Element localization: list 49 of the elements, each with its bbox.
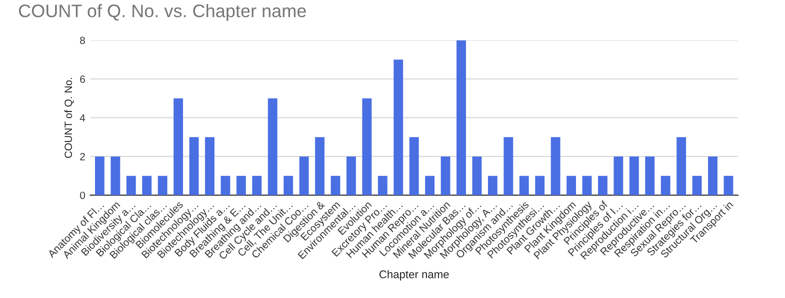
bar — [550, 137, 560, 196]
bar — [676, 137, 686, 196]
bar — [94, 156, 104, 196]
bar — [315, 137, 324, 196]
bar — [488, 176, 498, 196]
bar — [456, 40, 466, 196]
bar — [724, 176, 734, 196]
bar — [708, 156, 718, 196]
bar — [284, 176, 294, 196]
bar — [378, 176, 388, 196]
y-tick-label: 8 — [80, 36, 85, 44]
bar — [205, 137, 214, 196]
bar — [629, 156, 639, 196]
chart-title: COUNT of Q. No. vs. Chapter name — [18, 4, 306, 21]
bar — [394, 60, 404, 196]
bar — [504, 137, 514, 196]
bar — [268, 98, 278, 196]
bar — [582, 176, 592, 196]
bar — [660, 176, 670, 196]
bar — [236, 176, 246, 196]
y-axis-title: COUNT of Q. No. — [64, 78, 74, 158]
bar — [158, 176, 168, 196]
bar — [692, 176, 702, 196]
bar — [126, 176, 136, 196]
y-tick-label: 0 — [80, 192, 86, 200]
bar — [299, 156, 309, 196]
bar — [519, 176, 529, 196]
x-axis-title: Chapter name — [379, 270, 449, 280]
y-tick-label: 2 — [80, 152, 85, 160]
y-tick-label: 4 — [80, 114, 86, 122]
bar — [142, 176, 152, 196]
bar — [409, 137, 419, 196]
bar — [614, 156, 624, 196]
bar — [598, 176, 608, 196]
bar — [330, 176, 340, 196]
bar — [110, 156, 120, 196]
bar — [645, 156, 655, 196]
bar — [566, 176, 576, 196]
bar — [472, 156, 482, 196]
bar — [189, 137, 199, 196]
bar — [220, 176, 230, 196]
bar — [440, 156, 450, 196]
bar — [252, 176, 262, 196]
bar — [362, 98, 372, 196]
bar — [425, 176, 435, 196]
bar — [346, 156, 356, 196]
bar — [535, 176, 545, 196]
bar — [174, 98, 184, 196]
y-tick-label: 6 — [80, 75, 85, 83]
